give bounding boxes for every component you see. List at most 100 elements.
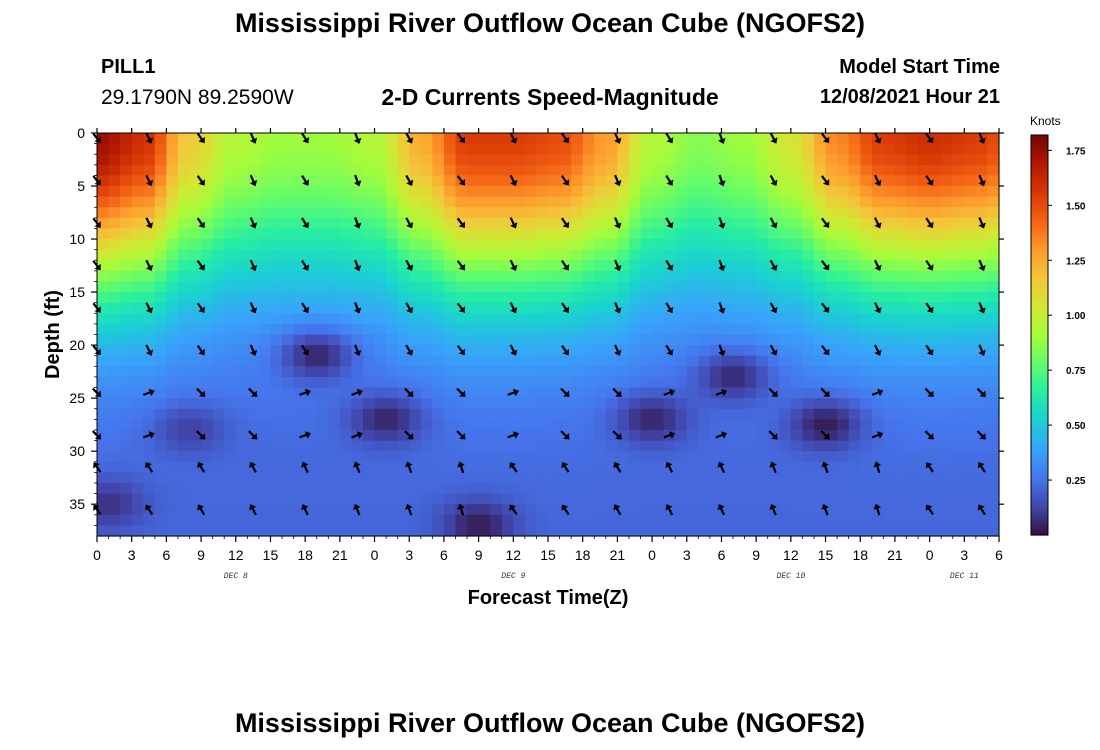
heatmap-cell xyxy=(605,133,618,145)
heatmap-cell xyxy=(409,260,422,272)
heatmap-cell xyxy=(571,514,584,526)
heatmap-cell xyxy=(779,292,792,304)
heatmap-cell xyxy=(166,302,179,314)
heatmap-cell xyxy=(420,366,433,378)
heatmap-cell xyxy=(374,260,387,272)
current-arrow xyxy=(613,504,622,516)
heatmap-cell xyxy=(987,355,1000,367)
heatmap-cell xyxy=(964,154,977,166)
heatmap-cell xyxy=(779,493,792,505)
heatmap-cell xyxy=(825,207,838,219)
heatmap-cell xyxy=(582,493,595,505)
heatmap-cell xyxy=(813,239,827,251)
current-arrow xyxy=(561,462,570,473)
heatmap-cell xyxy=(964,493,977,505)
heatmap-cell xyxy=(235,451,248,463)
heatmap-cell xyxy=(328,133,341,145)
heatmap-cell xyxy=(513,292,526,304)
heatmap-cell xyxy=(848,239,861,251)
heatmap-cell xyxy=(258,313,272,325)
x-tick-label: 6 xyxy=(995,547,1003,563)
heatmap-cell xyxy=(524,175,538,187)
heatmap-cell xyxy=(582,207,595,219)
heatmap-cell xyxy=(177,249,191,261)
heatmap-cell xyxy=(374,196,387,208)
heatmap-cell xyxy=(640,355,653,367)
heatmap-cell xyxy=(513,408,526,420)
heatmap-cell xyxy=(883,323,896,336)
heatmap-cell xyxy=(270,302,283,314)
heatmap-cell xyxy=(201,281,214,293)
heatmap-cell xyxy=(108,228,121,240)
heatmap-cell xyxy=(975,313,989,325)
heatmap-cell xyxy=(975,493,989,505)
heatmap-cell xyxy=(189,514,202,526)
heatmap-cell xyxy=(316,323,329,336)
heatmap-cell xyxy=(501,440,514,452)
model-start-label: Model Start Time xyxy=(839,56,1000,78)
heatmap-cell xyxy=(455,419,468,431)
heatmap-cell xyxy=(339,281,353,293)
heatmap-cell xyxy=(201,408,214,420)
heatmap-cell xyxy=(351,164,364,177)
heatmap-cell xyxy=(964,207,977,219)
heatmap-cell xyxy=(617,451,630,463)
heatmap-cell xyxy=(617,154,630,166)
heatmap-cell xyxy=(258,398,272,410)
heatmap-cell xyxy=(224,217,237,230)
heatmap-cell xyxy=(756,387,769,399)
heatmap-cell xyxy=(270,387,283,399)
x-tick-label: 6 xyxy=(718,547,726,563)
heatmap-cell xyxy=(270,270,283,283)
heatmap-cell xyxy=(524,355,538,367)
heatmap-cell xyxy=(305,525,318,537)
heatmap-cell xyxy=(270,154,283,166)
x-tick-label: 9 xyxy=(475,547,483,563)
heatmap-cell xyxy=(143,313,156,325)
heatmap-cell xyxy=(779,249,792,261)
heatmap-cell xyxy=(975,323,989,336)
heatmap-cell xyxy=(397,217,410,230)
heatmap-cell xyxy=(201,196,214,208)
heatmap-cell xyxy=(467,514,480,526)
heatmap-cell xyxy=(883,525,896,537)
heatmap-cell xyxy=(825,493,838,505)
heatmap-cell xyxy=(432,217,445,230)
heatmap-cell xyxy=(825,429,838,442)
colorbar-segment xyxy=(1031,381,1048,386)
colorbar-segment xyxy=(1031,318,1048,323)
heatmap-cell xyxy=(293,504,306,516)
heatmap-cell xyxy=(443,408,457,420)
heatmap-cell xyxy=(513,398,526,410)
heatmap-cell xyxy=(328,313,341,325)
heatmap-cell xyxy=(709,207,723,219)
heatmap-cell xyxy=(883,302,896,314)
heatmap-cell xyxy=(652,164,665,177)
x-tick-label: 9 xyxy=(197,547,205,563)
heatmap-cell xyxy=(675,419,688,431)
heatmap-cell xyxy=(929,472,942,484)
heatmap-cell xyxy=(894,408,908,420)
heatmap-cell xyxy=(929,186,942,198)
heatmap-cell xyxy=(744,504,757,516)
heatmap-cell xyxy=(328,366,341,378)
current-arrow xyxy=(301,259,310,271)
heatmap-cell xyxy=(675,143,688,155)
heatmap-cell xyxy=(652,217,665,230)
heatmap-cell xyxy=(108,164,121,177)
heatmap-cell xyxy=(871,355,884,367)
heatmap-cell xyxy=(212,143,225,155)
heatmap-cell xyxy=(548,504,561,516)
heatmap-cell xyxy=(941,239,954,251)
heatmap-cell xyxy=(177,366,191,378)
heatmap-cell xyxy=(964,228,977,240)
heatmap-cell xyxy=(420,387,433,399)
heatmap-cell xyxy=(524,260,538,272)
heatmap-cell xyxy=(362,398,376,410)
heatmap-cell xyxy=(108,355,121,367)
heatmap-cell xyxy=(420,186,433,198)
heatmap-cell xyxy=(131,143,144,155)
heatmap-cell xyxy=(640,504,653,516)
current-arrow xyxy=(353,174,362,187)
heatmap-cell xyxy=(362,164,376,177)
